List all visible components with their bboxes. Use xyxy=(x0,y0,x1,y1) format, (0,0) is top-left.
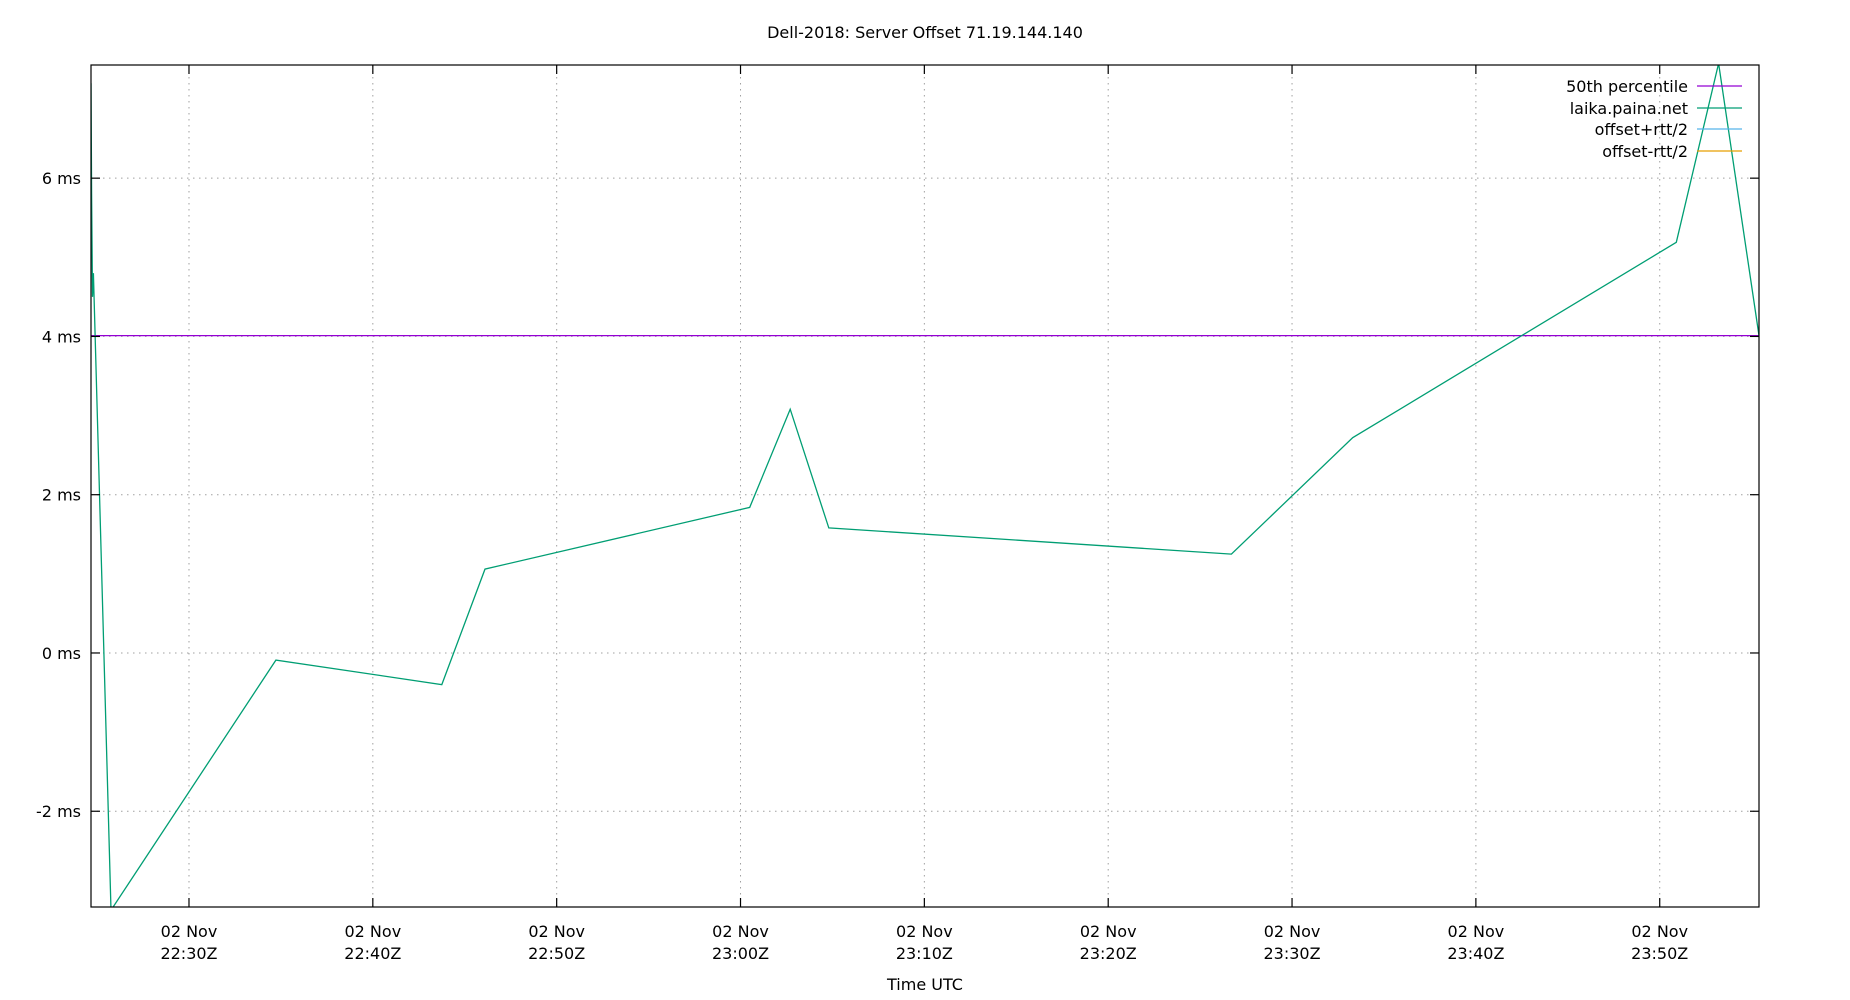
y-tick-label: 0 ms xyxy=(42,644,81,663)
series-layer xyxy=(91,65,1759,907)
y-tick-label: 4 ms xyxy=(42,327,81,346)
x-tick-time: 23:10Z xyxy=(896,944,953,963)
x-tick-date: 02 Nov xyxy=(1264,922,1321,941)
x-tick-date: 02 Nov xyxy=(712,922,769,941)
y-axis: -2 ms 0 ms 2 ms 4 ms 6 ms xyxy=(36,169,1759,821)
x-tick-date: 02 Nov xyxy=(528,922,585,941)
x-tick-time: 23:00Z xyxy=(712,944,769,963)
x-tick-time: 22:40Z xyxy=(344,944,401,963)
legend: 50th percentile laika.paina.net offset+rtt… xyxy=(1566,77,1742,161)
x-tick-date: 02 Nov xyxy=(896,922,953,941)
x-tick-time: 22:30Z xyxy=(160,944,217,963)
x-tick-time: 23:30Z xyxy=(1264,944,1321,963)
grid-lines xyxy=(91,65,1759,907)
y-tick-label: 2 ms xyxy=(42,486,81,505)
x-tick-time: 23:20Z xyxy=(1080,944,1137,963)
x-tick-time: 23:50Z xyxy=(1631,944,1688,963)
x-tick-time: 22:50Z xyxy=(528,944,585,963)
x-tick-date: 02 Nov xyxy=(1080,922,1137,941)
legend-label: offset+rtt/2 xyxy=(1595,120,1688,139)
x-tick-date: 02 Nov xyxy=(161,922,218,941)
legend-label: offset-rtt/2 xyxy=(1602,142,1688,161)
y-tick-label: 6 ms xyxy=(42,169,81,188)
legend-label: laika.paina.net xyxy=(1570,99,1688,118)
x-axis: 02 Nov 22:30Z 02 Nov 22:40Z 02 Nov 22:50Z 02 N… xyxy=(160,65,1688,963)
legend-label: 50th percentile xyxy=(1566,77,1688,96)
x-axis-label: Time UTC xyxy=(886,975,963,994)
x-tick-date: 02 Nov xyxy=(1448,922,1505,941)
plot-border xyxy=(90,64,1760,908)
series-line-laika-paina-net xyxy=(91,65,1759,907)
x-tick-date: 02 Nov xyxy=(344,922,401,941)
x-tick-time: 23:40Z xyxy=(1447,944,1504,963)
x-tick-date: 02 Nov xyxy=(1631,922,1688,941)
y-tick-label: -2 ms xyxy=(36,802,81,821)
chart-title: Dell-2018: Server Offset 71.19.144.140 xyxy=(767,23,1083,42)
